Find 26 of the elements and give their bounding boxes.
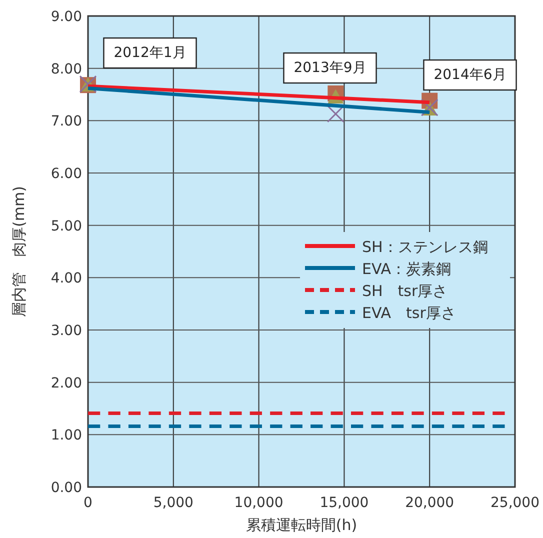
x-tick-label: 0 xyxy=(84,495,92,511)
x-tick-label: 5,000 xyxy=(153,495,194,511)
point xyxy=(326,105,344,123)
y-tick-label: 3.00 xyxy=(50,323,82,339)
y-axis-title: 層内管 肉厚(mm) xyxy=(10,186,28,317)
y-tick-label: 7.00 xyxy=(50,114,82,130)
x-tick-label: 10,000 xyxy=(234,495,284,511)
y-tick-label: 4.00 xyxy=(50,270,82,287)
x-axis-title: 累積運転時間(h) xyxy=(246,516,358,534)
legend-label: EVA tsr厚さ xyxy=(362,304,456,322)
y-tick-label: 1.00 xyxy=(50,428,82,444)
y-tick-label: 5.00 xyxy=(50,218,82,234)
legend-label: EVA：炭素鋼 xyxy=(362,260,452,278)
y-tick-label: 2.00 xyxy=(50,375,82,392)
x-tick-label: 15,000 xyxy=(320,495,369,511)
legend-label: SH tsr厚さ xyxy=(362,282,448,300)
x-tick-label: 20,000 xyxy=(405,495,454,511)
x-tick-label: 25,000 xyxy=(490,495,540,511)
y-tick-label: 8.00 xyxy=(50,61,82,78)
y-tick-label: 0.00 xyxy=(50,480,82,496)
annotation: 2014年6月 xyxy=(434,67,506,83)
annotation: 2012年1月 xyxy=(114,45,186,61)
y-tick-label: 6.00 xyxy=(50,166,82,182)
legend-label: SH：ステンレス鋼 xyxy=(362,238,488,256)
annotation: 2013年9月 xyxy=(294,60,366,76)
y-tick-label: 9.00 xyxy=(50,9,82,25)
